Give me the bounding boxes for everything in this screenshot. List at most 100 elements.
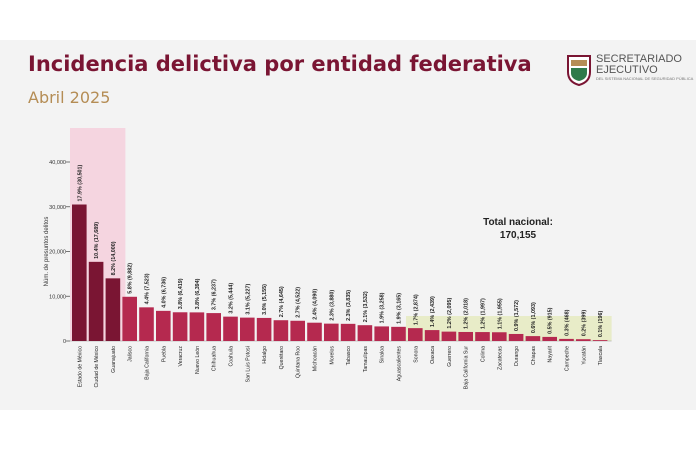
data-label: 1.7% (2,874) (413, 294, 419, 325)
category-label: Jalisco (128, 346, 134, 362)
category-label: Tabasco (346, 346, 352, 365)
category-label: Baja California Sur (464, 346, 470, 390)
data-label: 1.4% (2,439) (430, 296, 436, 327)
bar (559, 338, 574, 341)
data-label: 5.8% (9,882) (128, 263, 134, 294)
category-label: Baja California (145, 346, 151, 380)
data-label: 4.0% (6,736) (161, 277, 167, 308)
bar (475, 332, 490, 341)
category-label: Yucatán (581, 346, 587, 365)
data-label: 2.7% (4,522) (296, 287, 302, 318)
data-label: 3.2% (5,444) (229, 283, 235, 314)
bar (374, 326, 389, 341)
category-label: Puebla (161, 346, 167, 362)
category-label: Aguascalientes (397, 346, 403, 382)
data-label: 1.2% (2,095) (447, 298, 453, 329)
y-tick-label: 40,000 (49, 160, 66, 166)
bar (139, 307, 154, 341)
data-label: 3.7% (6,237) (212, 279, 218, 310)
bar (408, 328, 423, 341)
category-label: Ciudad de México (94, 346, 100, 388)
category-label: Sonora (413, 346, 419, 363)
data-label: 0.1% (196) (598, 311, 604, 338)
category-label: Campeche (565, 346, 571, 371)
bar (122, 296, 137, 341)
data-label: 2.3% (3,880) (329, 290, 335, 321)
logo-name-line-1: SECRETARIADO (596, 53, 682, 65)
bar (172, 312, 188, 341)
bar (391, 326, 406, 341)
category-label: Querétaro (279, 346, 285, 369)
bar (324, 323, 339, 341)
bar (72, 204, 87, 341)
page-title: Incidencia delictiva por entidad federat… (28, 52, 532, 76)
bar (240, 317, 255, 341)
data-label: 0.9% (1,572) (514, 300, 520, 331)
category-label: Oaxaca (430, 346, 436, 364)
logo-tagline: DEL SISTEMA NACIONAL DE SEGURIDAD PÚBLIC… (596, 76, 694, 81)
category-label: Tlaxcala (598, 346, 604, 365)
data-label: 2.4% (4,090) (313, 289, 319, 320)
category-label: Zacatecas (497, 346, 503, 370)
logo-name-line-2: EJECUTIVO (596, 64, 658, 76)
total-value: 170,155 (499, 230, 537, 241)
bar (508, 333, 524, 341)
bar (525, 336, 541, 341)
y-tick-label: 0 (63, 339, 66, 345)
y-tick-label: 20,000 (49, 250, 66, 256)
category-label: Durango (514, 346, 520, 366)
y-axis-label: Núm. de presuntos delitos (44, 217, 50, 287)
data-label: 1.1% (1,955) (497, 298, 503, 329)
data-label: 2.7% (4,645) (279, 286, 285, 317)
bar (273, 320, 289, 341)
category-label: Michoacán (313, 346, 319, 371)
data-label: 0.2% (399) (581, 310, 587, 337)
bar (340, 323, 356, 341)
bar (357, 325, 373, 341)
category-label: Tamaulipas (363, 346, 369, 373)
category-label: Hidalgo (262, 346, 268, 364)
y-tick-label: 10,000 (49, 294, 66, 300)
category-label: Sinaloa (380, 346, 386, 363)
category-label: Guanajuato (111, 346, 117, 373)
bar (592, 340, 608, 341)
bar (256, 317, 272, 341)
bar (189, 312, 205, 341)
category-label: San Luis Potosí (245, 345, 251, 382)
data-label: 0.6% (1,093) (531, 302, 537, 333)
bar (307, 322, 322, 341)
data-label: 3.8% (6,419) (178, 278, 184, 309)
data-label: 17.9% (30,501) (77, 164, 83, 201)
bar (105, 278, 121, 341)
category-label: Quintana Roo (296, 346, 302, 378)
bar (223, 316, 238, 341)
data-label: 2.1% (3,532) (363, 291, 369, 322)
data-label: 3.8% (6,394) (195, 278, 201, 309)
page-subtitle: Abril 2025 (28, 88, 111, 107)
bar (424, 330, 440, 341)
bar (576, 339, 591, 341)
bar (206, 313, 221, 341)
bar (441, 331, 457, 341)
data-label: 1.9% (3,258) (380, 292, 386, 323)
data-label: 1.2% (2,018) (464, 298, 470, 329)
data-label: 4.4% (7,523) (145, 273, 151, 304)
category-label: Morelos (329, 346, 335, 365)
category-label: Nayarit (548, 345, 554, 362)
category-label: Veracruz (178, 346, 184, 367)
data-label: 8.2% (14,000) (111, 241, 117, 275)
data-label: 0.5% (915) (548, 307, 554, 334)
category-label: Colima (481, 346, 487, 362)
data-label: 1.9% (3,165) (397, 293, 403, 324)
bar (88, 261, 104, 341)
data-label: 3.1% (5,227) (245, 284, 251, 315)
data-label: 1.2% (1,997) (481, 298, 487, 329)
category-label: Chiapas (531, 346, 537, 365)
total-nacional: Total nacional: 170,155 (470, 216, 566, 242)
data-label: 3.0% (5,155) (262, 284, 268, 315)
data-label: 10.4% (17,689) (94, 222, 100, 259)
category-label: Coahuila (229, 346, 235, 367)
seal-icon (567, 55, 591, 86)
bar (156, 310, 171, 341)
